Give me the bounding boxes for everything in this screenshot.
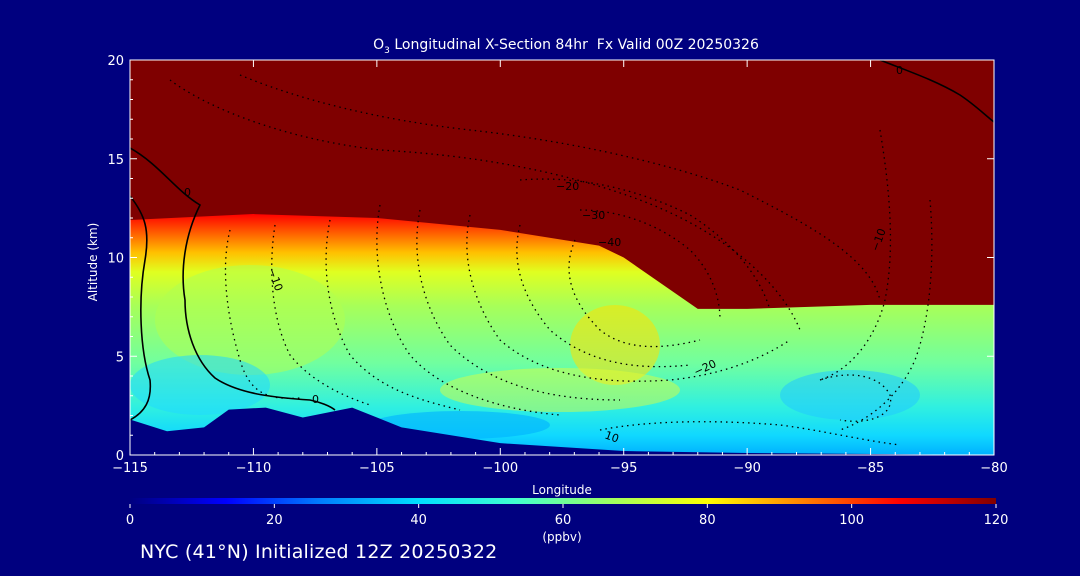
- terrain-mask: [130, 407, 994, 455]
- contour-zero-west: [130, 147, 336, 411]
- contour-dotted-upper-a: [169, 79, 801, 331]
- y-tick-label: 10: [107, 252, 124, 267]
- colorbar-tick-label: 100: [839, 513, 864, 528]
- title-rest: Longitudinal X-Section 84hr Fx Valid 00Z…: [390, 37, 759, 53]
- ozone-patch-west: [155, 265, 345, 375]
- y-tick-label: 15: [107, 153, 124, 168]
- x-tick-label: −80: [980, 461, 1007, 476]
- y-axis-label: Altitude (km): [86, 223, 100, 302]
- dotted-contours: [169, 74, 933, 446]
- title-subscript: 3: [384, 46, 390, 56]
- contour-label-minus20: −20: [556, 180, 579, 193]
- x-axis-label: Longitude: [532, 483, 592, 497]
- contour-dotted-east: [819, 129, 892, 381]
- contour-dotted-a: [271, 224, 371, 406]
- colorbar-ticks: 0 20 40 60 80 100 120: [126, 504, 1009, 528]
- contour-label-minus40: −40: [598, 236, 621, 249]
- x-tick-label: −115: [112, 461, 148, 476]
- x-tick-label: −110: [236, 461, 272, 476]
- title-species: O: [373, 37, 384, 53]
- zero-contours: [130, 60, 994, 421]
- colorbar: [130, 498, 996, 504]
- ozone-patch-east: [780, 370, 920, 420]
- contour-labels: 0 0 0 −10 −20 −30 −40 −20 10 −10: [184, 64, 903, 446]
- colorbar-tick-label: 80: [699, 513, 716, 528]
- contour-label-minus30: −30: [582, 209, 605, 222]
- colorbar-tick-label: 20: [266, 513, 283, 528]
- ozone-patch-fold: [570, 305, 660, 385]
- contour-dotted-b: [325, 219, 461, 411]
- colorbar-tick-label: 40: [410, 513, 427, 528]
- contour-dotted-east2: [839, 199, 933, 431]
- x-tick-label: −105: [359, 461, 395, 476]
- x-tick-label: −90: [733, 461, 760, 476]
- ozone-patch-lowwest: [130, 355, 270, 415]
- contour-dotted-e: [466, 214, 791, 382]
- colorbar-tick-label: 60: [555, 513, 572, 528]
- colorbar-tick-label: 0: [126, 513, 134, 528]
- y-tick-label: 0: [116, 449, 124, 464]
- init-footer: NYC (41°N) Initialized 12Z 20250322: [140, 541, 498, 563]
- contour-label-zero-lower: 0: [312, 393, 319, 406]
- contour-dotted-upper-c: [519, 178, 771, 311]
- contour-label-zero-upper-left: 0: [184, 186, 191, 199]
- contour-zero-inner: [130, 195, 152, 421]
- x-tick-label: −100: [482, 461, 518, 476]
- contour-dotted-g: [568, 239, 701, 348]
- x-tick-label: −85: [857, 461, 884, 476]
- y-axis: 0 5 10 15 20: [107, 54, 994, 464]
- contour-label-zero-upper-right: 0: [896, 64, 903, 77]
- colorbar-tick-label: 120: [984, 513, 1009, 528]
- x-tick-label: −95: [610, 461, 637, 476]
- contour-dotted-east-loop: [819, 374, 892, 422]
- chart-title: O3 Longitudinal X-Section 84hr Fx Valid …: [373, 37, 759, 56]
- y-tick-label: 20: [107, 54, 124, 69]
- troposphere-field: [130, 214, 994, 455]
- x-axis: −115 −110 −105 −100 −95 −90 −85 −80: [112, 60, 1008, 476]
- contour-label-plus10-lower: 10: [603, 429, 621, 446]
- ozone-patch-mid: [440, 368, 680, 412]
- contour-dotted-upper-d: [579, 209, 721, 321]
- contour-dotted-f: [516, 224, 691, 368]
- colorbar-label: (ppbv): [542, 530, 581, 544]
- y-tick-label: 5: [116, 350, 124, 365]
- contour-zero-east: [879, 60, 994, 123]
